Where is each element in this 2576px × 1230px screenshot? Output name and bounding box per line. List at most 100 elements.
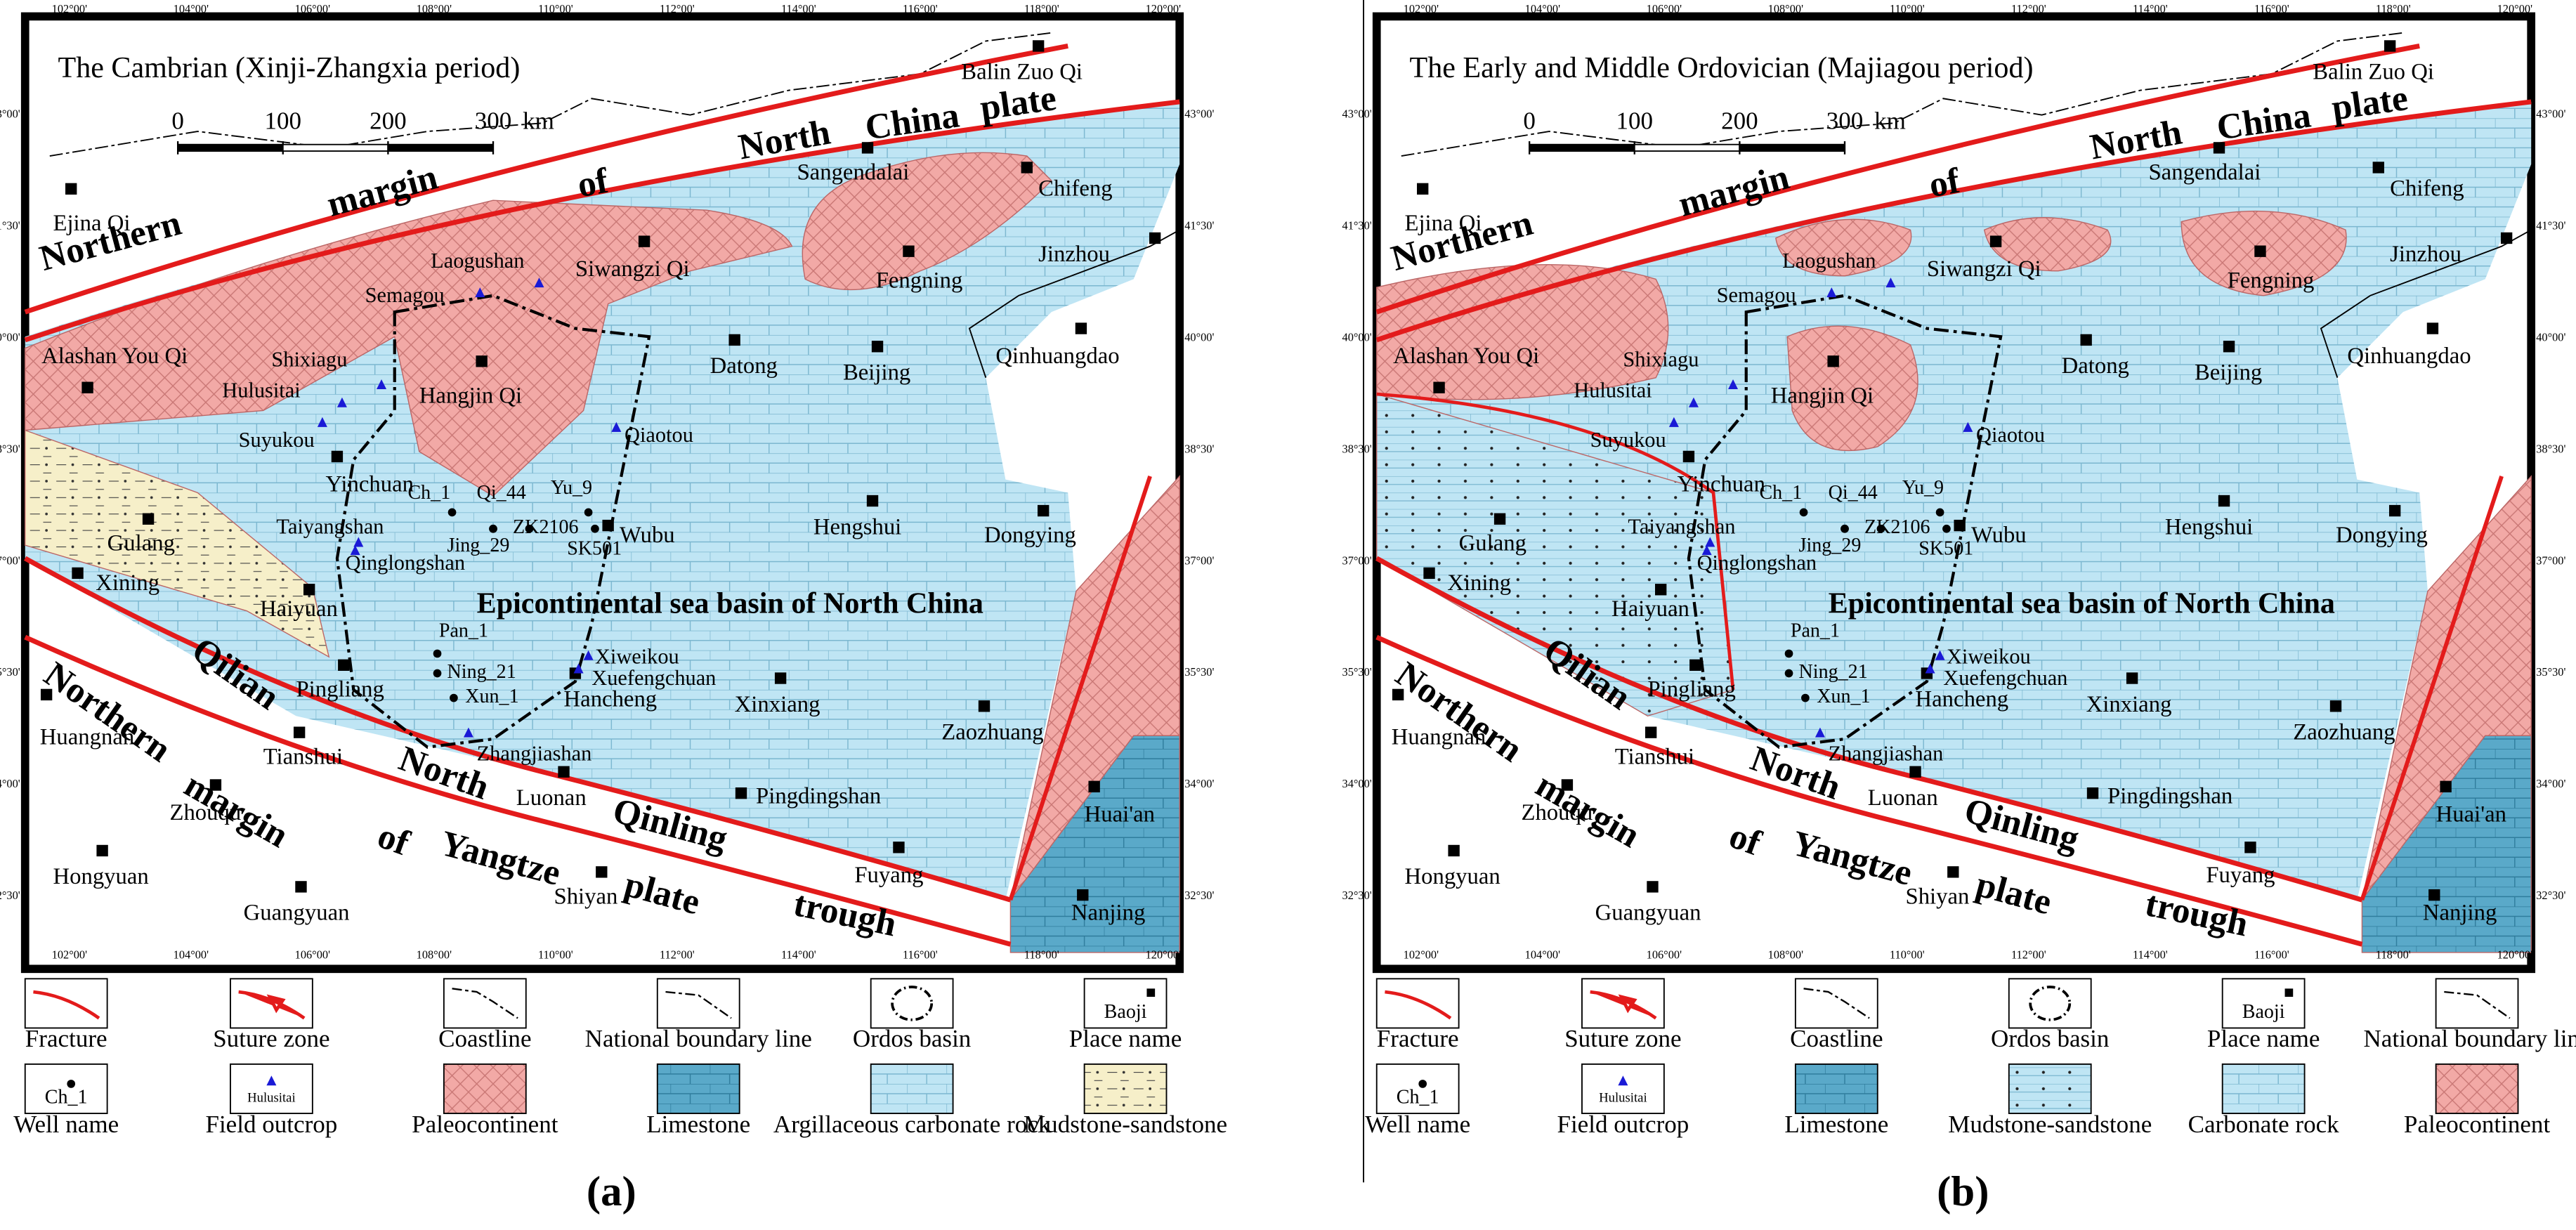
place-name: Sangendalai (2148, 159, 2261, 185)
latitude-label: 43°00' (2536, 107, 2565, 120)
place-marker (2426, 322, 2439, 334)
longitude-label: 120°00' (1146, 2, 1181, 15)
place-marker (558, 766, 570, 778)
place-marker (2384, 40, 2396, 52)
legend-icon (230, 1063, 313, 1114)
place-marker (602, 519, 614, 532)
latitude-label: 40°00' (1342, 330, 1372, 344)
place-name: Yinchuan (1678, 471, 1765, 497)
place-name: Shiyan (554, 884, 618, 909)
well-name: ZK2106 (513, 516, 578, 538)
well-name: Qi_44 (477, 482, 526, 504)
place-name: Nanjing (2423, 901, 2497, 926)
longitude-label: 112°00' (2011, 948, 2046, 961)
legend-glyph (452, 988, 518, 1019)
place-name: Pingliang (1647, 677, 1735, 702)
latitude-label: 37°00' (2536, 554, 2565, 567)
map-panel: 102°00' 102°00' 104°00' 104°00' 106°00' 106°0… (0, 2, 1227, 1215)
longitude-label: 106°00' (1647, 2, 1682, 15)
scale-segment (387, 143, 494, 152)
longitude-label: 118°00' (2376, 2, 2411, 15)
longitude-label: 108°00' (417, 2, 452, 15)
longitude-label: 114°00' (2133, 2, 2168, 15)
paleocontinent-area (802, 152, 1052, 291)
legend-label: Paleocontinent (412, 1111, 558, 1138)
longitude-label: 120°00' (2497, 948, 2532, 961)
longitude-label: 104°00' (174, 2, 209, 15)
place-marker (1075, 322, 1087, 334)
place-marker (1947, 866, 1959, 878)
outcrop-marker (1925, 663, 1935, 674)
map-title: The Early and Middle Ordovician (Majiago… (1409, 52, 2033, 84)
place-name: Siwangzi Qi (575, 256, 690, 282)
limestone-area (2361, 735, 2532, 953)
legend-label: Fracture (1377, 1025, 1459, 1052)
legend-glyph (33, 990, 100, 1020)
well-name: Xun_1 (465, 686, 518, 707)
place-marker (2126, 672, 2138, 684)
longitude-label: 112°00' (660, 2, 695, 15)
place-name: Pingdingshan (2107, 784, 2232, 809)
longitude-label: 108°00' (417, 948, 452, 961)
place-marker (2440, 780, 2452, 792)
place-marker (1077, 889, 1089, 901)
legend-icon (656, 978, 740, 1029)
longitude-label: 102°00' (1404, 2, 1439, 15)
legend-icon (2221, 1063, 2306, 1114)
legend-icon-text: Ch_1 (1397, 1086, 1439, 1108)
latitude-label: 35°30' (1342, 665, 1372, 679)
legend-label: National boundary line (585, 1025, 812, 1052)
place-name: Dongying (2336, 523, 2428, 548)
legend-label: Fracture (25, 1025, 107, 1052)
place-name: Siwangzi Qi (1927, 256, 2041, 282)
latitude-label: 41°30' (2536, 218, 2565, 232)
place-marker (903, 245, 915, 257)
latitude-label: 43°00' (1342, 107, 1372, 120)
latitude-label: 32°30' (1184, 889, 1214, 902)
outcrop-name: Laogushan (1782, 249, 1876, 273)
legend-icon (870, 1063, 954, 1114)
longitude-label: 102°00' (1404, 948, 1439, 961)
place-marker (1088, 780, 1100, 792)
latitude-label: 37°00' (1184, 554, 1214, 567)
national-boundary (1401, 32, 2403, 157)
place-marker (1037, 504, 1050, 517)
basin-label: Epicontinental sea basin of North China (1829, 587, 2335, 620)
scale-segment (1633, 143, 1741, 152)
place-marker (1032, 40, 1045, 52)
longitude-label: 114°00' (781, 948, 816, 961)
place-name: Haiyuan (260, 596, 338, 622)
latitude-label: 43°00' (1184, 107, 1214, 120)
place-name: Xinxiang (735, 692, 820, 717)
outcrop-name: Xuefengchuan (1943, 666, 2067, 690)
place-marker (2372, 162, 2384, 174)
place-name: Zaozhuang (941, 720, 1043, 745)
place-marker (728, 334, 740, 346)
place-name: Hongyuan (53, 864, 148, 889)
legend-label: National boundary line (2363, 1025, 2576, 1052)
legend-label: Coastline (438, 1025, 531, 1052)
place-marker (1448, 844, 1460, 857)
legend-glyph (891, 986, 934, 1021)
scale-label: 100 (1616, 107, 1653, 134)
outcrop-marker (1701, 545, 1712, 556)
place-name: Pingdingshan (756, 784, 881, 809)
legend-icon (1794, 1063, 1878, 1114)
longitude-label: 112°00' (660, 948, 695, 961)
latitude-label: 43°00' (0, 107, 20, 120)
place-name: Chifeng (1038, 176, 1112, 202)
suture-zone (24, 44, 1068, 315)
legend-glyph (2029, 986, 2072, 1021)
mudstone-area (1376, 393, 1734, 717)
place-name: Alashan You Qi (41, 344, 188, 369)
margin-label: of (575, 161, 612, 206)
well-name: Jing_29 (447, 535, 510, 556)
legend-label: Well name (1365, 1111, 1470, 1138)
place-marker (303, 584, 315, 596)
longitude-label: 114°00' (781, 2, 816, 15)
place-name: Tianshui (1615, 745, 1694, 770)
well-name: Jing_29 (1799, 535, 1862, 556)
legend-icon (443, 978, 527, 1029)
place-name: Hangjin Qi (1771, 383, 1874, 408)
well-name: Ning_21 (447, 661, 516, 683)
